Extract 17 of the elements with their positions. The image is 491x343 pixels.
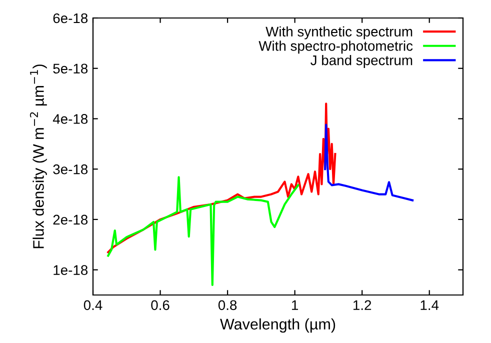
x-tick-label: 1	[292, 300, 298, 310]
y-tick-label: 2e-18	[53, 214, 88, 225]
x-tick-label: 0.4	[84, 300, 102, 310]
legend-label: J band spectrum	[310, 55, 412, 68]
legend-label: With synthetic spectrum	[266, 26, 412, 40]
y-tick-label: 4e-18	[52, 114, 88, 124]
x-tick-label: 1.2	[353, 300, 372, 310]
y-tick-label: 1e-18	[54, 265, 88, 275]
y-axis-title: Flux density (W m$^{−2}$ µm$^{−1}$)	[30, 64, 47, 248]
x-tick-label: 0.8	[218, 300, 237, 310]
legend-label: With spectro-photometric	[258, 40, 413, 54]
x-tick-label: 0.6	[151, 300, 170, 310]
x-axis-title: Wavelength (µm)	[220, 318, 336, 333]
x-tick-label: 1.4	[420, 300, 439, 310]
y-tick-label: 6e-18	[53, 13, 88, 24]
y-tick-label: 5e-18	[53, 64, 88, 74]
y-tick-label: 3e-18	[53, 164, 88, 174]
